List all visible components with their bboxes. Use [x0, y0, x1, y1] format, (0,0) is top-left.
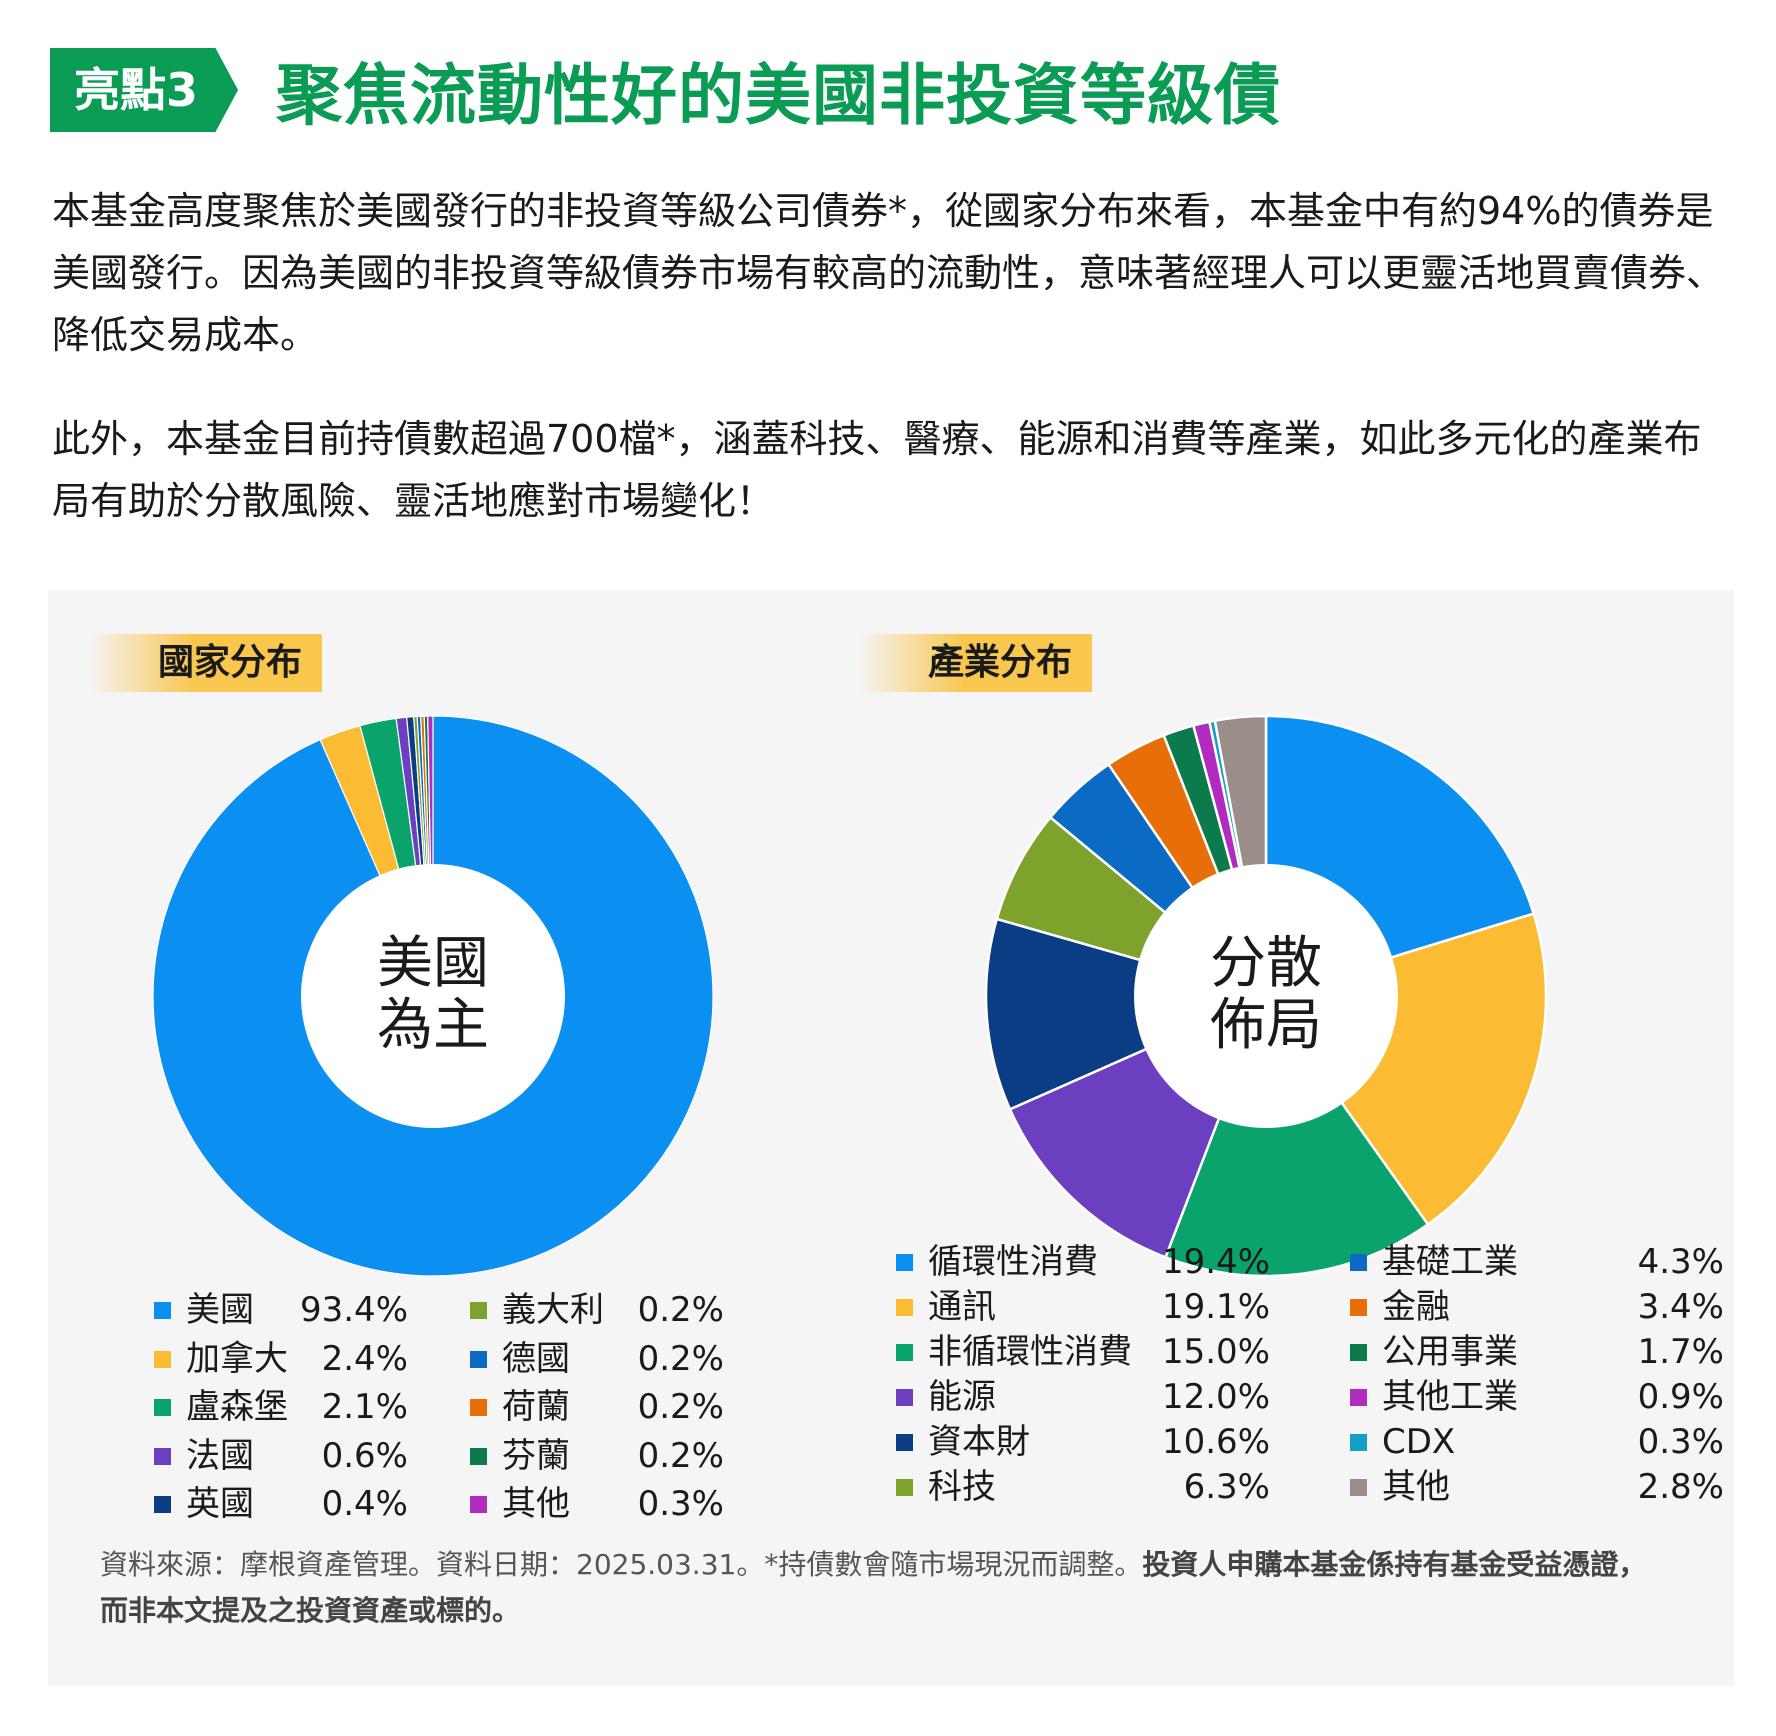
- industry-legend-value-3: 12.0%: [1161, 1377, 1270, 1417]
- industry-legend-swatch-1: [896, 1299, 913, 1316]
- industry-legend-swatch-6: [1350, 1254, 1367, 1271]
- country-chart-title: 國家分布: [88, 634, 323, 692]
- industry-legend-label-6: 基礎工業: [1382, 1242, 1518, 1282]
- industry-legend-value-5: 6.3%: [1183, 1467, 1270, 1507]
- industry-legend-label-4: 資本財: [928, 1422, 1030, 1462]
- industry-legend-value-9: 0.9%: [1637, 1377, 1724, 1417]
- industry-legend-label-0: 循環性消費: [928, 1242, 1098, 1282]
- country-legend-label-5: 義大利: [502, 1290, 604, 1330]
- country-legend-value-1: 2.4%: [321, 1338, 408, 1379]
- country-donut-hole: [301, 864, 565, 1128]
- industry-legend-swatch-8: [1350, 1344, 1367, 1361]
- industry-legend-label-5: 科技: [928, 1467, 996, 1507]
- country-legend-label-6: 德國: [502, 1338, 570, 1379]
- country-legend-swatch-6: [470, 1350, 487, 1368]
- country-legend-value-2: 2.1%: [321, 1387, 408, 1427]
- industry-legend-swatch-2: [896, 1344, 913, 1361]
- industry-legend-swatch-10: [1350, 1434, 1367, 1451]
- industry-center-label-0: 分散: [1210, 931, 1322, 996]
- industry-legend-label-1: 通訊: [928, 1287, 996, 1327]
- country-legend-label-9: 其他: [502, 1484, 570, 1524]
- industry-center-label-1: 佈局: [1210, 993, 1322, 1058]
- country-legend-swatch-8: [470, 1447, 487, 1465]
- industry-legend-swatch-3: [896, 1389, 913, 1406]
- industry-legend-swatch-0: [896, 1254, 913, 1271]
- industry-legend-value-11: 2.8%: [1637, 1467, 1724, 1507]
- country-legend-label-1: 加拿大: [186, 1338, 288, 1379]
- country-legend-swatch-3: [154, 1447, 171, 1465]
- country-center-label-0: 美國: [377, 931, 489, 996]
- industry-slice-2: [1163, 993, 1430, 1278]
- industry-slice-4: [984, 917, 1270, 1111]
- country-legend-value-5: 0.2%: [637, 1290, 724, 1330]
- source-note: 資料來源：摩根資產管理。資料日期：2025.03.31。*持債數會隨市場現況而調…: [100, 1542, 1660, 1634]
- page-title: 聚焦流動性好的美國非投資等級債: [276, 57, 1282, 134]
- industry-donut-hole: [1134, 864, 1398, 1128]
- industry-legend-label-2: 非循環性消費: [928, 1332, 1132, 1372]
- chart-panel: 國家分布 產業分布 美國 為主 分散 佈局 美國 93.4% 加拿大 2.4% 盧森堡 2.1%…: [48, 590, 1734, 1686]
- country-legend-value-3: 0.6%: [321, 1435, 408, 1476]
- industry-legend-value-2: 15.0%: [1161, 1332, 1270, 1372]
- country-legend-label-7: 荷蘭: [502, 1387, 570, 1427]
- industry-legend-value-4: 10.6%: [1161, 1422, 1270, 1462]
- country-legend-value-6: 0.2%: [637, 1338, 724, 1379]
- country-legend-swatch-7: [470, 1399, 487, 1416]
- industry-legend-label-3: 能源: [928, 1377, 996, 1417]
- industry-legend-label-7: 金融: [1382, 1287, 1450, 1327]
- industry-legend-swatch-9: [1350, 1389, 1367, 1406]
- industry-legend-swatch-5: [896, 1479, 913, 1496]
- industry-legend-value-6: 4.3%: [1637, 1242, 1724, 1282]
- industry-legend-label-10: CDX: [1382, 1422, 1456, 1462]
- country-legend-swatch-5: [470, 1302, 487, 1319]
- industry-legend-value-10: 0.3%: [1637, 1422, 1724, 1462]
- industry-legend-label-11: 其他: [1382, 1467, 1450, 1507]
- country-legend-swatch-0: [154, 1302, 171, 1319]
- industry-legend-label-9: 其他工業: [1382, 1377, 1518, 1417]
- country-legend-label-0: 美國: [186, 1290, 254, 1330]
- country-legend-swatch-1: [154, 1350, 171, 1368]
- country-center-label-1: 為主: [377, 993, 489, 1058]
- country-legend-swatch-9: [470, 1496, 487, 1513]
- country-legend-value-4: 0.4%: [321, 1484, 408, 1524]
- country-legend-value-9: 0.3%: [637, 1484, 724, 1524]
- highlight-badge: 亮點3: [50, 48, 239, 132]
- industry-paragraph: 此外，本基金目前持債數超過700檔*，涵蓋科技、醫療、能源和消費等產業，如此多元…: [52, 417, 1702, 523]
- industry-legend-label-8: 公用事業: [1382, 1332, 1518, 1372]
- industry-legend-swatch-7: [1350, 1299, 1367, 1316]
- source-text: 資料來源：摩根資產管理。資料日期：2025.03.31。*持債數會隨市場現況而調…: [100, 1548, 1143, 1581]
- country-legend-label-8: 芬蘭: [502, 1435, 570, 1476]
- country-legend-swatch-4: [154, 1496, 171, 1513]
- country-legend-value-8: 0.2%: [637, 1435, 724, 1476]
- industry-chart-title: 產業分布: [858, 634, 1093, 692]
- intro-paragraph: 本基金高度聚焦於美國發行的非投資等級公司債券*，從國家分布來看，本基金中有約94…: [52, 189, 1725, 357]
- industry-legend-swatch-4: [896, 1434, 913, 1451]
- country-legend-value-0: 93.4%: [299, 1290, 408, 1330]
- country-legend-label-2: 盧森堡: [186, 1387, 288, 1427]
- industry-legend-value-7: 3.4%: [1637, 1287, 1724, 1327]
- industry-legend-value-1: 19.1%: [1161, 1287, 1270, 1327]
- industry-legend-swatch-11: [1350, 1479, 1367, 1496]
- country-legend-value-7: 0.2%: [637, 1387, 724, 1427]
- industry-legend-value-0: 19.4%: [1161, 1242, 1270, 1282]
- country-legend-label-3: 法國: [186, 1435, 254, 1476]
- industry-legend-value-8: 1.7%: [1637, 1332, 1724, 1372]
- source-disclaimer: 投資人申購本基金係持有基金受益憑證，而非本文提及之投資資產或標的。: [100, 1548, 1647, 1627]
- header: 亮點3 聚焦流動性好的美國非投資等級債: [50, 48, 1281, 134]
- country-legend-swatch-2: [154, 1399, 171, 1416]
- country-legend-label-4: 英國: [186, 1484, 254, 1524]
